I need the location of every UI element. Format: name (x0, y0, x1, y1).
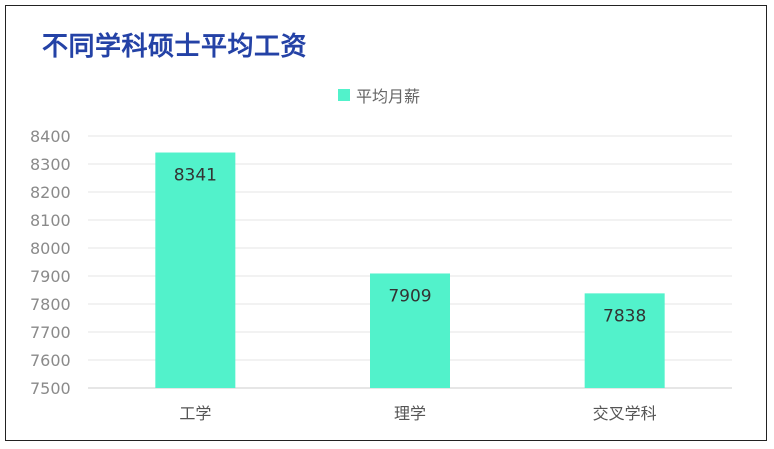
x-category-label: 理学 (394, 404, 426, 423)
x-axis-categories: 工学 理学 交叉学科 (179, 404, 656, 423)
bar[interactable] (370, 273, 450, 388)
legend[interactable]: 平均月薪 (338, 84, 420, 106)
y-axis-ticks: 7500 7600 7700 7800 7900 8000 8100 8200 8300 8400 (30, 127, 71, 398)
y-tick-label: 7500 (30, 379, 71, 398)
x-category-label: 工学 (179, 404, 211, 423)
legend-swatch (338, 89, 350, 101)
y-tick-label: 8400 (30, 127, 71, 146)
bar-value-label: 8341 (174, 166, 217, 186)
y-tick-label: 7700 (30, 323, 71, 342)
bar[interactable] (155, 152, 236, 388)
data-labels: 8341 7909 7838 (174, 166, 647, 327)
y-tick-label: 7800 (30, 295, 71, 314)
bars (155, 152, 665, 388)
y-tick-label: 7900 (30, 267, 71, 286)
y-tick-label: 8200 (30, 183, 71, 202)
x-category-label: 交叉学科 (593, 404, 657, 423)
bar[interactable] (584, 293, 665, 388)
legend-label: 平均月薪 (356, 87, 421, 106)
y-tick-label: 8000 (30, 239, 71, 258)
y-tick-label: 7600 (30, 351, 71, 370)
y-tick-label: 8300 (30, 155, 71, 174)
bar-value-label: 7838 (603, 306, 646, 326)
bar-value-label: 7909 (388, 286, 431, 306)
chart-title: 不同学科硕士平均工资 (42, 32, 308, 62)
y-tick-label: 8100 (30, 211, 71, 230)
